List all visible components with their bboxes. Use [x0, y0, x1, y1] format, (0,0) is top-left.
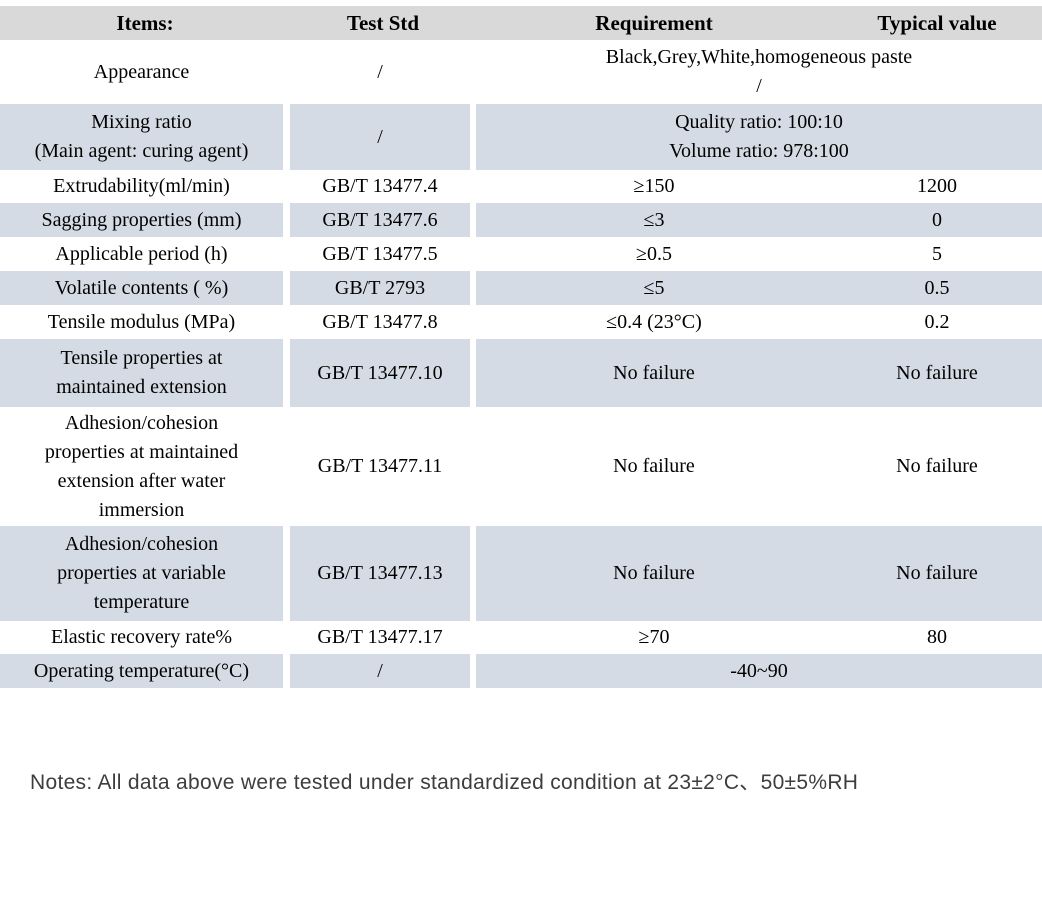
cell-requirement: ≤3 — [476, 203, 832, 237]
spec-sheet: Items: Test Std Requirement Typical value A… — [0, 6, 1042, 796]
table-header-row: Items: Test Std Requirement Typical value — [0, 6, 1042, 40]
cell-test-std: / — [290, 654, 476, 688]
table-row: Extrudability(ml/min) GB/T 13477.4 ≥150 120… — [0, 170, 1042, 203]
table-row: Elastic recovery rate% GB/T 13477.17 ≥70 80 — [0, 621, 1042, 654]
table-row: Applicable period (h) GB/T 13477.5 ≥0.5 5 — [0, 237, 1042, 271]
cell-test-std: GB/T 13477.5 — [290, 237, 476, 271]
cell-test-std: / — [290, 104, 476, 170]
cell-requirement-typical: Black,Grey,White,homogeneous paste / — [605, 46, 913, 97]
cell-typical-value: No failure — [832, 526, 1042, 621]
cell-item: Appearance — [0, 40, 290, 104]
table-row: Sagging properties (mm) GB/T 13477.6 ≤3 0 — [0, 203, 1042, 237]
header-requirement: Requirement — [595, 10, 713, 35]
cell-item: Applicable period (h) — [0, 237, 290, 271]
table-row: Adhesion/cohesion properties at maintain… — [0, 407, 1042, 526]
header-test-std: Test Std — [346, 10, 420, 35]
cell-test-std: GB/T 13477.13 — [290, 526, 476, 621]
cell-requirement: ≥0.5 — [636, 242, 672, 265]
cell-test-std: GB/T 13477.10 — [290, 339, 476, 407]
cell-item: Extrudability(ml/min) — [0, 170, 290, 203]
cell-test-std: GB/T 13477.8 — [290, 305, 476, 339]
cell-item: Tensile properties at maintained extensi… — [0, 339, 290, 407]
cell-test-std: GB/T 13477.17 — [290, 621, 476, 654]
cell-item: Elastic recovery rate% — [0, 621, 290, 654]
cell-requirement: No failure — [476, 526, 832, 621]
table-row: Mixing ratio (Main agent: curing agent) /… — [0, 104, 1042, 170]
cell-requirement-typical: -40~90 — [476, 654, 1042, 688]
cell-test-std: GB/T 13477.6 — [290, 203, 476, 237]
header-items: Items: — [116, 10, 174, 35]
cell-requirement: ≥70 — [638, 626, 670, 648]
cell-item: Sagging properties (mm) — [0, 203, 290, 237]
cell-test-std: / — [290, 40, 476, 104]
cell-requirement: No failure — [476, 339, 832, 407]
cell-item: Adhesion/cohesion properties at maintain… — [0, 407, 290, 526]
spec-table: Items: Test Std Requirement Typical value A… — [0, 6, 1042, 688]
cell-test-std: GB/T 13477.4 — [290, 170, 476, 203]
cell-item: Adhesion/cohesion properties at variable… — [0, 526, 290, 621]
table-row: Tensile properties at maintained extensi… — [0, 339, 1042, 407]
cell-typical-value: 5 — [932, 242, 942, 265]
table-row: Adhesion/cohesion properties at variable… — [0, 526, 1042, 621]
cell-item: Mixing ratio (Main agent: curing agent) — [0, 104, 290, 170]
notes-text: Notes: All data above were tested under … — [30, 771, 859, 794]
cell-typical-value: No failure — [896, 455, 978, 477]
cell-item: Operating temperature(°C) — [0, 654, 290, 688]
cell-test-std: GB/T 2793 — [290, 271, 476, 305]
cell-requirement-typical: Quality ratio: 100:10 Volume ratio: 978:… — [476, 104, 1042, 170]
cell-typical-value: 0.2 — [924, 310, 950, 333]
table-row: Appearance / Black,Grey,White,homogeneous … — [0, 40, 1042, 104]
cell-test-std: GB/T 13477.11 — [290, 407, 476, 526]
cell-typical-value: 0 — [832, 203, 1042, 237]
table-row: Volatile contents ( %) GB/T 2793 ≤5 0.5 — [0, 271, 1042, 305]
table-row: Operating temperature(°C) / -40~90 — [0, 654, 1042, 688]
cell-requirement: ≥150 — [633, 175, 675, 197]
cell-requirement: ≤0.4 (23°C) — [606, 310, 702, 333]
cell-typical-value: 1200 — [917, 175, 957, 197]
cell-typical-value: 80 — [927, 626, 947, 648]
cell-item: Tensile modulus (MPa) — [0, 305, 290, 339]
cell-typical-value: No failure — [832, 339, 1042, 407]
cell-requirement: ≤5 — [476, 271, 832, 305]
cell-typical-value: 0.5 — [832, 271, 1042, 305]
header-typical-value: Typical value — [877, 10, 997, 35]
cell-item: Volatile contents ( %) — [0, 271, 290, 305]
cell-requirement: No failure — [613, 455, 695, 477]
table-row: Tensile modulus (MPa) GB/T 13477.8 ≤0.4 (2… — [0, 305, 1042, 339]
